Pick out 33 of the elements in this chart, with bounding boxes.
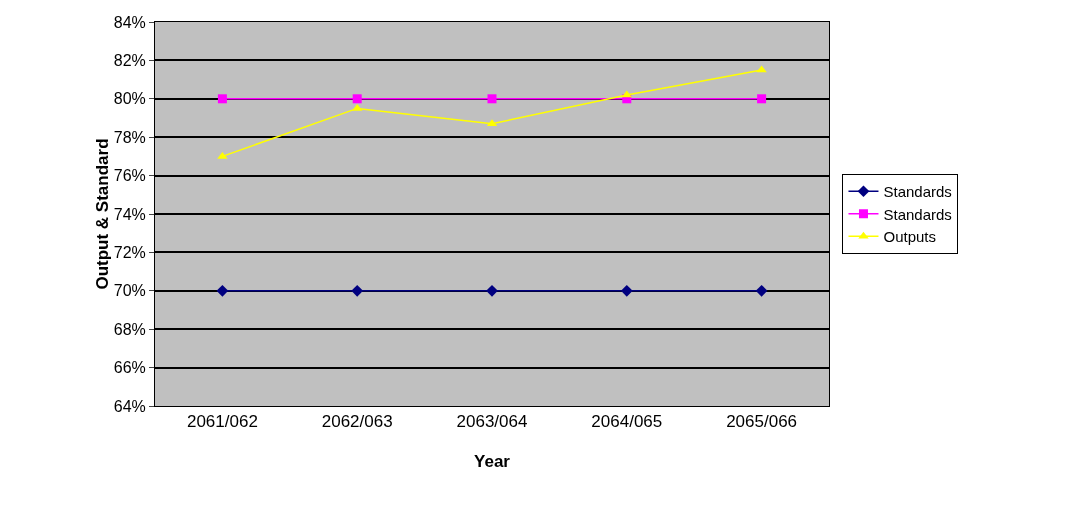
legend-label: Outputs xyxy=(883,228,937,246)
y-tick-label: 64% xyxy=(113,397,146,415)
y-tick-label: 76% xyxy=(113,167,146,185)
point xyxy=(621,90,632,98)
point xyxy=(487,94,497,104)
point xyxy=(352,94,362,104)
y-tick-label: 84% xyxy=(113,13,146,31)
point xyxy=(486,284,498,297)
point xyxy=(620,284,633,297)
x-tick-label: 2064/065 xyxy=(591,412,663,432)
point xyxy=(351,284,364,297)
x-tick-label: 2063/064 xyxy=(456,412,528,432)
y-tick-label: 82% xyxy=(113,52,146,69)
y-tick-label: 68% xyxy=(113,320,146,338)
x-tick-label: 2062/063 xyxy=(321,412,393,432)
y-tick-label: 74% xyxy=(113,205,146,223)
y-axis-title: Output & Standard xyxy=(92,138,112,290)
y-tick-label: 70% xyxy=(113,282,146,300)
point xyxy=(217,151,228,159)
x-axis-title: Year xyxy=(474,452,511,471)
point xyxy=(216,284,229,297)
legend-label: Standards xyxy=(883,205,952,223)
legend-label: Standards xyxy=(883,183,952,201)
x-tick-label: 2061/062 xyxy=(186,412,258,432)
point xyxy=(755,284,768,297)
y-tick-label: 72% xyxy=(113,244,146,261)
point xyxy=(217,94,227,104)
y-tick-label: 66% xyxy=(113,359,146,377)
x-tick-label: 2065/066 xyxy=(726,412,798,432)
point xyxy=(352,103,363,111)
y-tick-label: 80% xyxy=(113,90,146,108)
y-tick-label: 78% xyxy=(113,128,146,146)
point xyxy=(757,94,767,104)
